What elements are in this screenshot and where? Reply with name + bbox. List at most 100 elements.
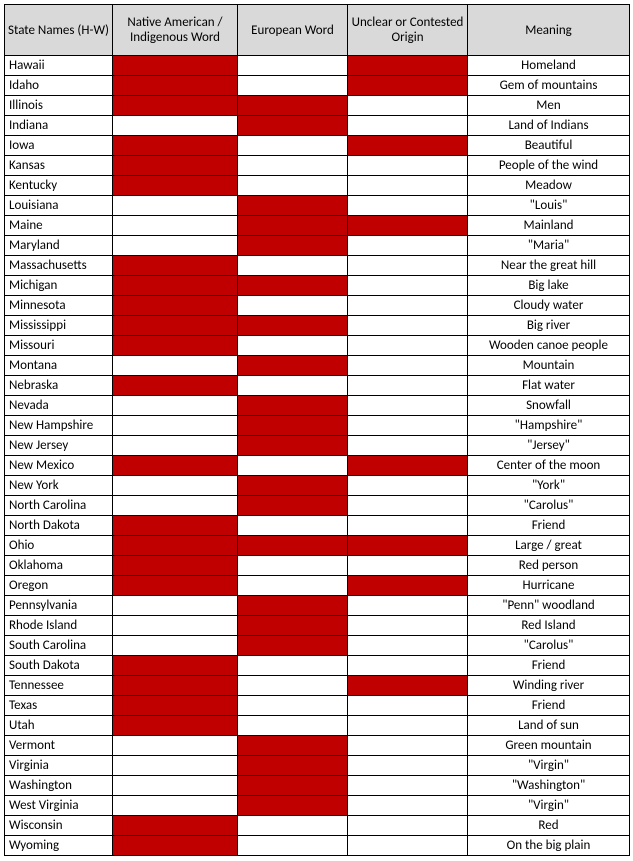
table-row: MississippiBig river [5,316,630,336]
meaning-cell: Red person [468,556,630,576]
table-row: NebraskaFlat water [5,376,630,396]
unclear-cell [348,196,468,216]
unclear-cell [348,596,468,616]
state-name-cell: Missouri [5,336,113,356]
state-name-cell: Massachusetts [5,256,113,276]
table-row: TexasFriend [5,696,630,716]
table-row: IdahoGem of mountains [5,76,630,96]
table-row: Washington"Washington" [5,776,630,796]
meaning-cell: "Virgin" [468,796,630,816]
state-name-cell: West Virginia [5,796,113,816]
meaning-cell: "Hampshire" [468,416,630,436]
european-cell [238,56,348,76]
european-cell [238,656,348,676]
native-cell [113,76,238,96]
native-cell [113,516,238,536]
table-row: MichiganBig lake [5,276,630,296]
native-cell [113,736,238,756]
unclear-cell [348,396,468,416]
meaning-cell: "Louis" [468,196,630,216]
native-cell [113,676,238,696]
european-cell [238,116,348,136]
table-row: New MexicoCenter of the moon [5,456,630,476]
state-name-cell: Nebraska [5,376,113,396]
european-cell [238,556,348,576]
meaning-cell: On the big plain [468,836,630,856]
meaning-cell: Land of Indians [468,116,630,136]
unclear-cell [348,556,468,576]
table-row: Wyoming On the big plain [5,836,630,856]
european-cell [238,456,348,476]
european-cell [238,636,348,656]
table-row: VermontGreen mountain [5,736,630,756]
native-cell [113,256,238,276]
native-cell [113,636,238,656]
meaning-cell: Red Island [468,616,630,636]
state-name-cell: South Dakota [5,656,113,676]
european-cell [238,376,348,396]
european-cell [238,516,348,536]
european-cell [238,796,348,816]
unclear-cell [348,276,468,296]
native-cell [113,436,238,456]
state-name-cell: Illinois [5,96,113,116]
meaning-cell: Wooden canoe people [468,336,630,356]
unclear-cell [348,76,468,96]
unclear-cell [348,456,468,476]
meaning-cell: Green mountain [468,736,630,756]
unclear-cell [348,716,468,736]
native-cell [113,156,238,176]
state-name-cell: Tennessee [5,676,113,696]
state-name-cell: North Dakota [5,516,113,536]
native-cell [113,316,238,336]
table-row: Louisiana "Louis" [5,196,630,216]
table-row: KentuckyMeadow [5,176,630,196]
meaning-cell: Friend [468,656,630,676]
state-name-cell: Rhode Island [5,616,113,636]
meaning-cell: "Jersey" [468,436,630,456]
state-name-cell: Idaho [5,76,113,96]
unclear-cell [348,676,468,696]
native-cell [113,276,238,296]
european-cell [238,416,348,436]
european-cell [238,496,348,516]
meaning-cell: Friend [468,696,630,716]
state-name-cell: Louisiana [5,196,113,216]
native-cell [113,756,238,776]
meaning-cell: "Carolus" [468,636,630,656]
meaning-cell: Near the great hill [468,256,630,276]
state-name-cell: Oregon [5,576,113,596]
native-cell [113,476,238,496]
meaning-cell: "Maria" [468,236,630,256]
native-cell [113,716,238,736]
table-row: IllinoisMen [5,96,630,116]
native-cell [113,416,238,436]
european-cell [238,336,348,356]
col-header-unclear: Unclear or Contested Origin [348,5,468,56]
unclear-cell [348,776,468,796]
state-name-cell: Wyoming [5,836,113,856]
meaning-cell: Big river [468,316,630,336]
native-cell [113,196,238,216]
unclear-cell [348,756,468,776]
state-name-cell: Pennsylvania [5,596,113,616]
col-header-european: European Word [238,5,348,56]
table-row: New Jersey"Jersey" [5,436,630,456]
european-cell [238,536,348,556]
native-cell [113,796,238,816]
european-cell [238,696,348,716]
meaning-cell: Center of the moon [468,456,630,476]
state-name-cell: Hawaii [5,56,113,76]
unclear-cell [348,416,468,436]
state-name-cell: Virginia [5,756,113,776]
european-cell [238,596,348,616]
unclear-cell [348,356,468,376]
unclear-cell [348,136,468,156]
meaning-cell: Land of sun [468,716,630,736]
native-cell [113,556,238,576]
meaning-cell: Homeland [468,56,630,76]
european-cell [238,76,348,96]
unclear-cell [348,736,468,756]
native-cell [113,576,238,596]
native-cell [113,836,238,856]
